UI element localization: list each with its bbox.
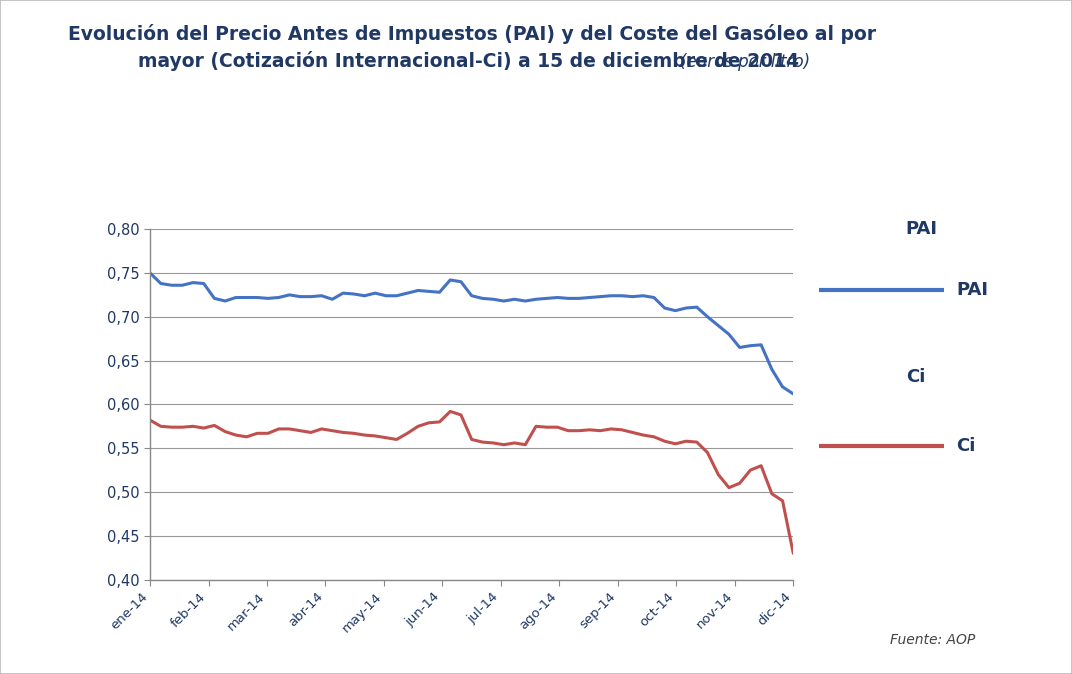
Text: Evolución del Precio Antes de Impuestos (PAI) y del Coste del Gasóleo al por: Evolución del Precio Antes de Impuestos …: [68, 24, 876, 44]
Text: PAI: PAI: [906, 220, 938, 238]
Text: mayor (Cotización Internacional-Ci) a 15 de diciembre de 2014: mayor (Cotización Internacional-Ci) a 15…: [138, 51, 805, 71]
Text: Ci: Ci: [906, 369, 925, 386]
Text: Ci: Ci: [956, 437, 976, 454]
Text: (euros por litro): (euros por litro): [680, 53, 810, 71]
Text: Fuente: AOP: Fuente: AOP: [890, 633, 976, 647]
Text: PAI: PAI: [956, 281, 988, 299]
